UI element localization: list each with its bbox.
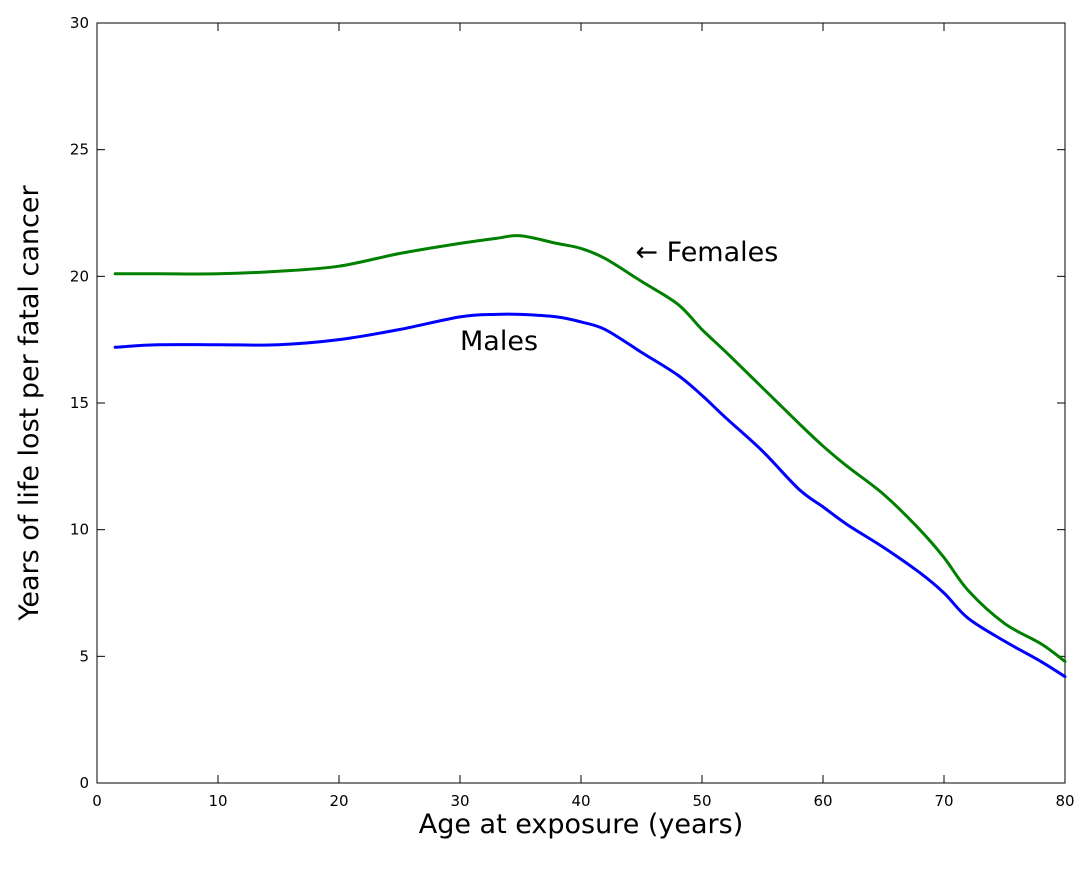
annotation-1: Males (460, 326, 538, 357)
y-tick-label: 30 (70, 14, 89, 32)
x-tick-label: 10 (208, 792, 227, 810)
x-axis-title: Age at exposure (years) (419, 809, 744, 840)
y-tick-label: 5 (79, 647, 89, 665)
x-tick-label: 0 (92, 792, 102, 810)
y-tick-label: 15 (70, 394, 89, 412)
series-line-females (113, 234, 1067, 663)
annotations: ← Females Males (460, 237, 778, 357)
x-tick-label: 20 (329, 792, 348, 810)
x-tick-label: 60 (813, 792, 832, 810)
x-tick-label: 70 (934, 792, 953, 810)
x-tick-label: 40 (571, 792, 590, 810)
y-tick-label: 25 (70, 141, 89, 159)
plot-frame (96, 22, 1066, 784)
y-tick-label: 20 (70, 267, 89, 285)
x-tick-label: 80 (1055, 792, 1074, 810)
tick-labels: 0 10 20 30 40 50 60 70 80 0 5 10 15 20 25 30 (70, 14, 1075, 810)
x-tick-label: 50 (692, 792, 711, 810)
series-lines (113, 234, 1067, 679)
y-tick-label: 0 (79, 774, 89, 792)
y-axis-title: Years of life lost per fatal cancer (14, 185, 45, 622)
axis-ticks (96, 22, 1066, 784)
y-tick-label: 10 (70, 521, 89, 539)
annotation-0: ← Females (635, 237, 778, 268)
series-line-males (113, 312, 1067, 679)
x-tick-label: 30 (450, 792, 469, 810)
